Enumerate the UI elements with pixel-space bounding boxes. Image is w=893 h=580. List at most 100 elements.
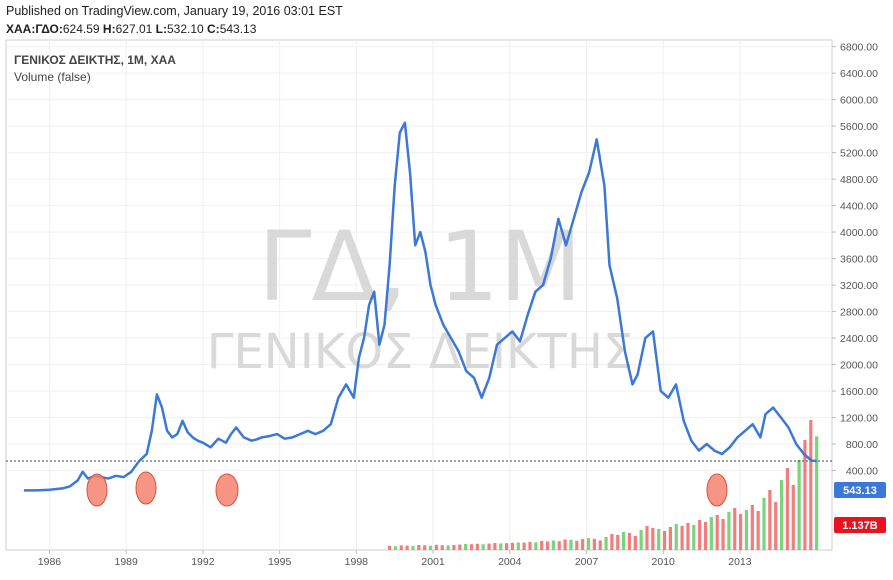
volume-bar	[621, 532, 626, 550]
volume-bar	[522, 542, 526, 550]
volume-bar	[680, 526, 684, 550]
published-note: Published on TradingView.com, January 19…	[6, 4, 343, 18]
x-tick-label: 1992	[191, 556, 215, 568]
y-tick-label: 800.00	[846, 439, 878, 451]
volume-bar	[727, 512, 731, 550]
y-tick-label: 2800.00	[840, 307, 878, 319]
y-tick-label: 4400.00	[840, 201, 878, 213]
close-label: C:	[207, 22, 220, 36]
y-tick-label: 5200.00	[840, 148, 878, 160]
volume-bar	[774, 502, 778, 550]
volume-bar	[469, 544, 474, 550]
watermark-name: ΓΕΝΙΚΟΣ ΔΕΙΚΤΗΣ	[207, 324, 634, 380]
volume-bar	[756, 511, 760, 550]
volume-bar	[510, 542, 515, 550]
volume-bar	[452, 545, 456, 550]
volume-bar	[405, 545, 409, 550]
highlight-marker	[215, 473, 239, 507]
x-tick-label: 2010	[652, 556, 676, 568]
volume-bar	[575, 540, 579, 550]
highlight-markers	[86, 471, 728, 507]
x-tick-label: 2013	[728, 556, 752, 568]
y-tick-label: 6400.00	[840, 68, 878, 80]
volume-bar	[499, 543, 503, 550]
volume-bar	[487, 543, 491, 550]
volume-bar	[803, 440, 807, 550]
volume-bar	[762, 498, 766, 550]
volume-bar	[639, 530, 643, 550]
price-axis[interactable]: 400.00 800.00 1200.00 1600.00 2000.00 2400.00…	[832, 42, 878, 478]
x-tick-label: 1995	[268, 556, 292, 568]
y-tick-label: 6800.00	[840, 42, 878, 54]
volume-bar	[768, 490, 772, 550]
volume-bar	[551, 540, 555, 550]
volume-bar	[534, 542, 538, 550]
time-axis[interactable]: 1986 1989 1992 1995 1998 2001 2004 2007 2010 2013	[38, 550, 752, 568]
y-tick-label: 400.00	[846, 466, 878, 478]
volume-bar	[715, 515, 719, 550]
y-tick-label: 4000.00	[840, 227, 878, 239]
high-value: 627.01	[115, 22, 153, 36]
volume-bar	[785, 468, 790, 550]
volume-bars	[387, 420, 819, 550]
close-value: 543.13	[219, 22, 257, 36]
y-tick-label: 2400.00	[840, 333, 878, 345]
volume-bar	[423, 545, 427, 550]
volume-bar	[739, 514, 743, 550]
volume-bar	[528, 542, 532, 550]
volume-bar	[598, 540, 602, 550]
volume-bar	[417, 545, 421, 550]
volume-bar	[581, 539, 585, 550]
volume-bar	[744, 510, 749, 550]
y-tick-label: 1200.00	[840, 413, 878, 425]
price-series-line	[23, 121, 817, 492]
volume-bar	[475, 543, 479, 550]
volume-bar	[464, 544, 468, 550]
volume-bar	[428, 545, 433, 550]
volume-badge: 1.137B	[834, 517, 886, 533]
volume-bar	[446, 545, 450, 550]
volume-bar	[481, 544, 485, 550]
volume-bar	[809, 420, 813, 550]
volume-bar	[569, 540, 573, 550]
volume-bar	[434, 544, 438, 550]
ohlc-readout: ΧΑΑ:ΓΔΟ:624.59 H:627.01 L:532.10 C:543.1…	[6, 22, 256, 36]
volume-bar	[540, 541, 544, 550]
x-tick-label: 1986	[38, 556, 62, 568]
x-tick-label: 2001	[421, 556, 445, 568]
y-tick-label: 1600.00	[840, 386, 878, 398]
y-tick-label: 2000.00	[840, 360, 878, 372]
volume-bar	[616, 535, 620, 550]
y-tick-label: 6000.00	[840, 95, 878, 107]
highlight-marker	[135, 471, 157, 505]
volume-bar	[791, 485, 795, 550]
x-tick-label: 2007	[575, 556, 599, 568]
legend-title: ΓΕΝΙΚΟΣ ΔΕΙΚΤΗΣ, 1M, ΧΑΑ	[14, 53, 176, 67]
volume-bar	[698, 520, 702, 550]
volume-bar	[733, 508, 737, 550]
volume-bar	[493, 543, 497, 550]
volume-bar	[709, 517, 713, 550]
volume-bar	[750, 505, 754, 550]
legend-volume: Volume (false)	[14, 70, 91, 84]
volume-bar	[563, 539, 567, 550]
plot-area[interactable]	[5, 39, 833, 551]
volume-bar	[674, 524, 678, 550]
volume-bar	[721, 519, 725, 550]
symbol-label: ΧΑΑ:ΓΔΟ:	[6, 22, 63, 36]
price-badge-text: 543.13	[843, 485, 877, 497]
volume-bar	[399, 545, 403, 550]
open-value: 624.59	[62, 22, 100, 36]
highlight-marker	[86, 473, 108, 507]
volume-bar	[586, 538, 591, 550]
volume-bar	[440, 545, 444, 550]
volume-badge-text: 1.137B	[842, 520, 878, 532]
low-value: 532.10	[166, 22, 204, 36]
volume-bar	[797, 460, 801, 550]
volume-bar	[657, 529, 661, 550]
y-tick-label: 3600.00	[840, 254, 878, 266]
volume-bar	[516, 542, 520, 550]
price-badge: 543.13	[834, 482, 886, 498]
volume-bar	[662, 531, 667, 550]
